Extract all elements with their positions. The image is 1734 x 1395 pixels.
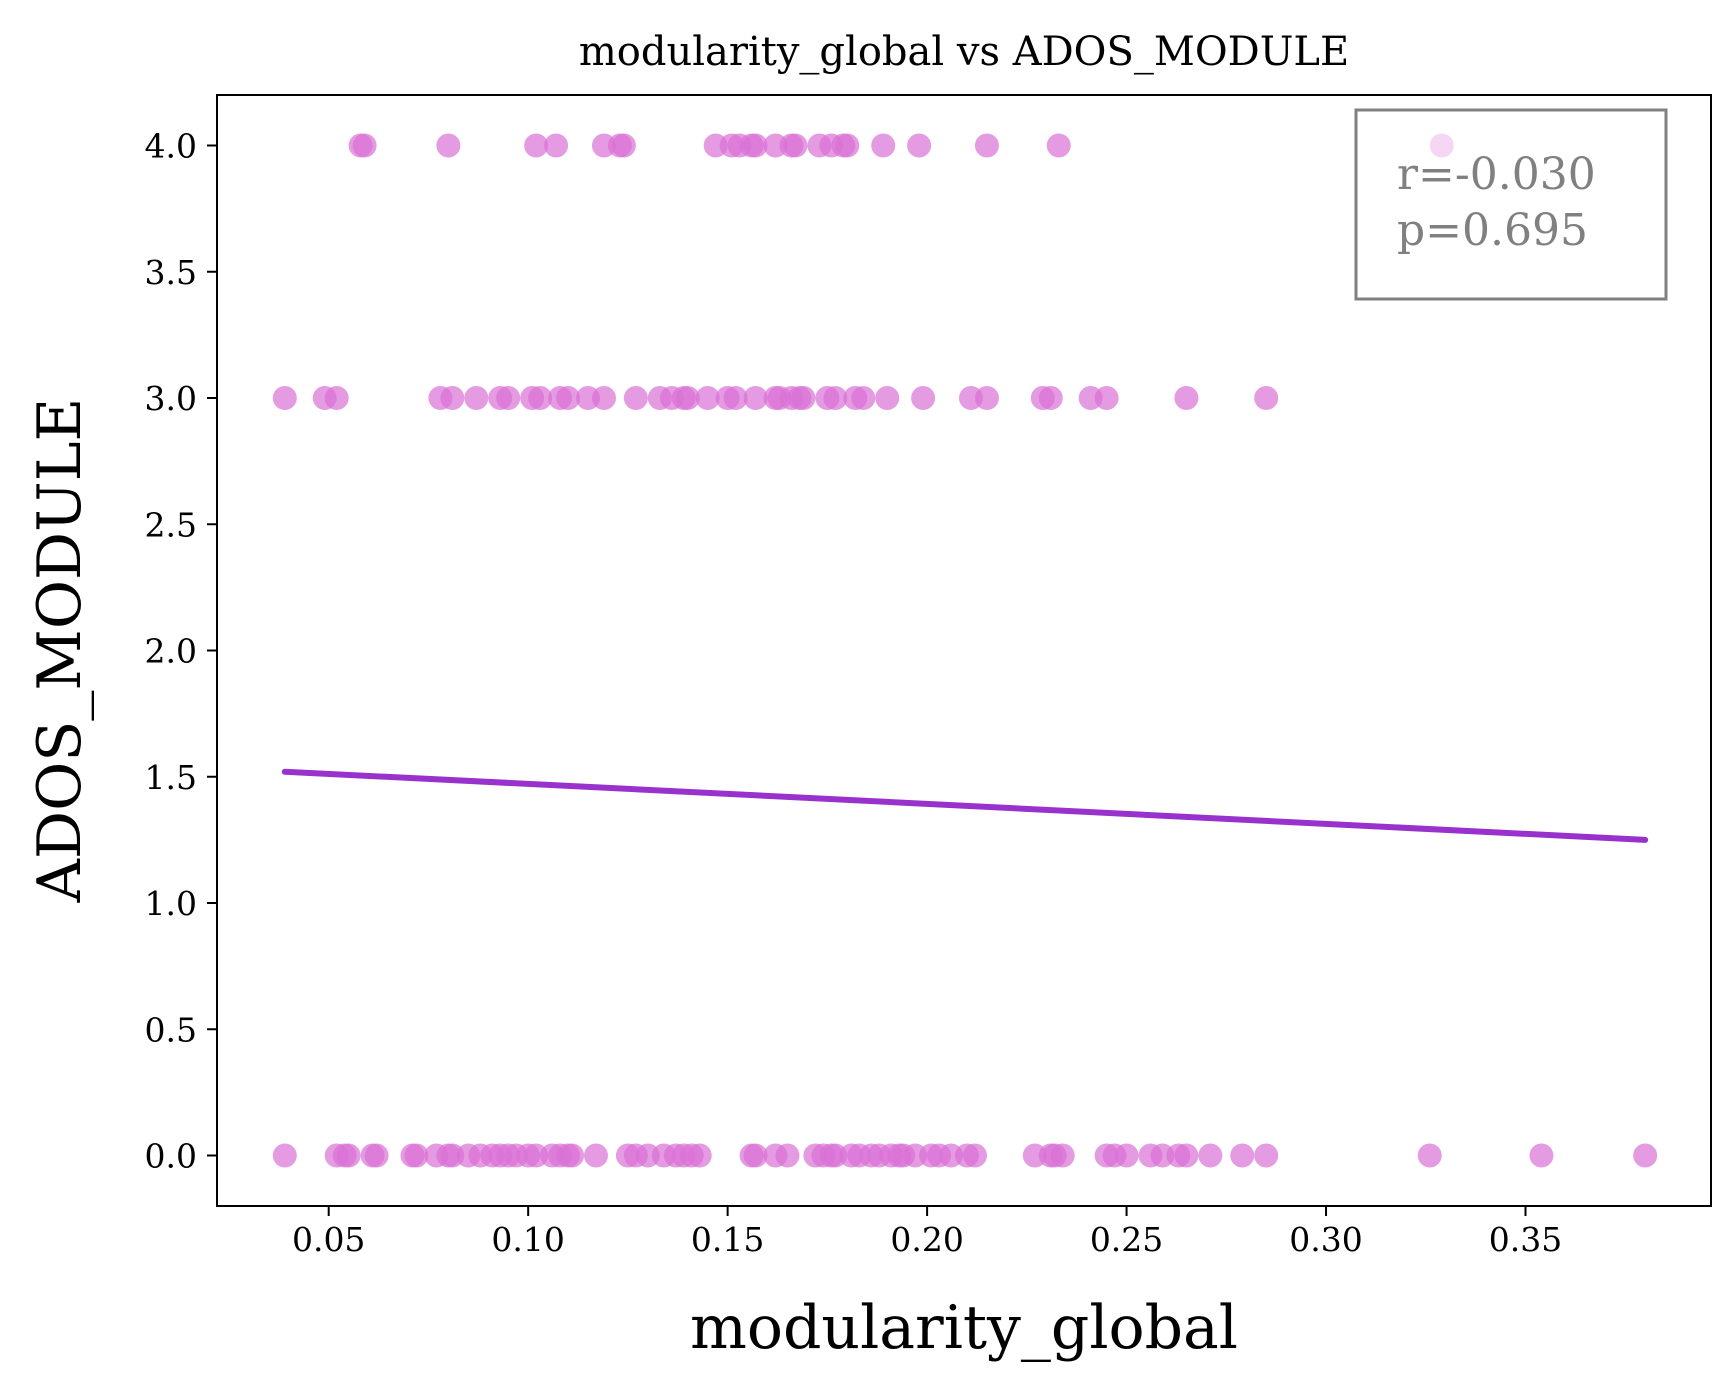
x-axis-label: modularity_global — [690, 1293, 1238, 1363]
regression-line — [281, 768, 1649, 843]
data-point — [974, 133, 999, 158]
stats-annotation-box — [1354, 108, 1668, 301]
data-point — [464, 386, 489, 410]
data-point — [1230, 1143, 1255, 1168]
x-tick-label: 0.05 — [292, 1220, 365, 1259]
data-point — [611, 133, 636, 158]
data-point — [324, 386, 349, 410]
stats-annotation-r: r=-0.030 — [1397, 149, 1596, 200]
data-point — [911, 386, 936, 410]
data-point — [1050, 1143, 1075, 1168]
data-point — [1529, 1143, 1554, 1168]
data-point — [496, 386, 521, 410]
data-point — [436, 133, 461, 158]
x-tick-label: 0.25 — [1090, 1220, 1163, 1259]
data-point — [1417, 1143, 1442, 1168]
data-point — [1114, 1143, 1139, 1168]
data-point — [583, 1143, 608, 1168]
x-tick-label: 0.15 — [691, 1220, 764, 1259]
regression-line-layer — [281, 768, 1649, 843]
data-point — [560, 1143, 585, 1168]
x-tick-label: 0.20 — [890, 1220, 963, 1259]
chart-title: modularity_global vs ADOS_MODULE — [579, 29, 1349, 75]
y-tick-label: 0.5 — [145, 1010, 197, 1049]
data-point — [775, 1143, 800, 1168]
data-point — [743, 386, 768, 410]
stats-annotation: r=-0.030 p=0.695 — [1354, 108, 1668, 301]
y-axis-ticks: 0.0 0.5 1.0 1.5 2.0 2.5 3.0 3.5 4.0 — [145, 127, 217, 1176]
data-point — [687, 1143, 712, 1168]
data-point — [364, 1143, 389, 1168]
data-point — [1254, 386, 1279, 410]
data-point — [875, 386, 900, 410]
data-point — [591, 386, 616, 410]
data-point — [1198, 1143, 1223, 1168]
data-point — [675, 386, 700, 410]
data-point — [272, 386, 297, 410]
data-point — [336, 1143, 361, 1168]
y-tick-label: 4.0 — [145, 127, 197, 166]
plot-area — [272, 133, 1658, 1168]
stats-annotation-p: p=0.695 — [1397, 205, 1588, 256]
data-point — [404, 1143, 429, 1168]
y-tick-label: 2.0 — [145, 632, 197, 671]
data-point — [851, 386, 876, 410]
data-point — [440, 386, 465, 410]
data-point — [544, 133, 569, 158]
data-point — [272, 1143, 297, 1168]
y-axis-label: ADOS_MODULE — [25, 398, 95, 904]
data-point — [907, 133, 932, 158]
data-point — [524, 133, 549, 158]
data-point — [835, 133, 860, 158]
y-tick-label: 1.0 — [145, 884, 197, 923]
data-point — [783, 133, 808, 158]
data-point — [623, 386, 648, 410]
y-tick-label: 3.5 — [145, 253, 197, 292]
data-point — [871, 133, 896, 158]
data-point — [743, 1143, 768, 1168]
y-tick-label: 2.5 — [145, 505, 197, 544]
x-axis-ticks: 0.05 0.10 0.15 0.20 0.25 0.30 0.35 — [292, 1206, 1562, 1259]
points-layer — [272, 133, 1658, 1168]
data-point — [1174, 386, 1199, 410]
data-point — [743, 133, 768, 158]
data-point — [352, 133, 377, 158]
data-point — [1633, 1143, 1658, 1168]
data-point — [695, 386, 720, 410]
data-point — [1046, 133, 1071, 158]
data-point — [1094, 386, 1119, 410]
y-tick-label: 1.5 — [145, 758, 197, 797]
data-point — [962, 1143, 987, 1168]
y-tick-label: 3.0 — [145, 379, 197, 418]
data-point — [556, 386, 581, 410]
data-point — [823, 386, 848, 410]
data-point — [1038, 386, 1063, 410]
x-tick-label: 0.35 — [1489, 1220, 1562, 1259]
x-tick-label: 0.30 — [1289, 1220, 1362, 1259]
data-point — [974, 386, 999, 410]
data-point — [1254, 1143, 1279, 1168]
data-point — [1174, 1143, 1199, 1168]
data-point — [791, 386, 816, 410]
data-point — [723, 386, 748, 410]
y-tick-label: 0.0 — [145, 1137, 197, 1176]
data-point — [528, 386, 553, 410]
x-tick-label: 0.10 — [491, 1220, 564, 1259]
